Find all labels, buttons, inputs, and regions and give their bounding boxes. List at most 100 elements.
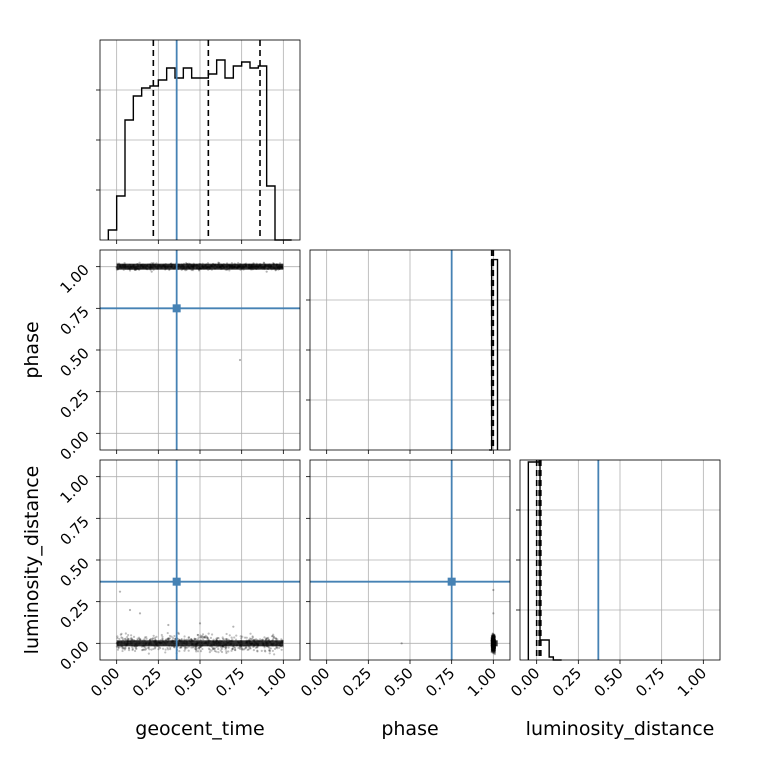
y-tick-label: 0.75 — [56, 302, 92, 338]
sample-point — [213, 647, 216, 650]
sample-point — [126, 638, 130, 641]
sample-point — [491, 638, 494, 641]
sample-point — [491, 635, 494, 638]
sample-point — [184, 648, 187, 651]
sample-point — [120, 632, 123, 635]
sample-point — [148, 648, 151, 651]
sample-point — [492, 633, 496, 636]
sample-point — [152, 634, 155, 637]
sample-point — [493, 638, 496, 641]
sample-point — [490, 650, 493, 653]
sample-point — [492, 638, 495, 641]
x-tick-label: 0.75 — [422, 664, 458, 700]
sample-point — [493, 634, 496, 637]
sample-point — [138, 261, 141, 264]
sample-point — [128, 269, 132, 272]
sample-point — [190, 638, 193, 641]
sample-point — [492, 647, 495, 650]
sample-point — [180, 638, 183, 641]
sample-point — [240, 646, 243, 649]
sample-point — [493, 649, 496, 652]
sample-point — [124, 632, 127, 635]
sample-point — [249, 646, 252, 650]
sample-point — [492, 637, 495, 640]
sample-point — [183, 638, 186, 641]
sample-point — [275, 646, 278, 649]
sample-point — [493, 646, 496, 649]
sample-point — [226, 638, 229, 641]
sample-point — [117, 646, 120, 649]
sample-point — [492, 637, 495, 640]
sample-point — [220, 650, 224, 654]
y-tick-label: 0.00 — [56, 427, 92, 463]
sample-point — [170, 635, 173, 638]
sample-point — [491, 648, 494, 651]
sample-point — [147, 646, 150, 649]
sample-point — [491, 646, 494, 649]
sample-point — [224, 646, 228, 650]
sample-point — [400, 642, 403, 645]
sample-point — [126, 635, 129, 639]
y-tick-label: 0.00 — [56, 637, 92, 673]
sample-point — [492, 649, 495, 652]
sample-point — [490, 637, 494, 641]
sample-point — [490, 649, 493, 652]
sample-point — [278, 646, 281, 649]
sample-point — [493, 651, 497, 654]
y-tick-label: 0.25 — [56, 386, 92, 422]
sample-point — [262, 261, 265, 264]
sample-point — [491, 646, 494, 649]
sample-point — [493, 646, 496, 650]
sample-point — [493, 649, 496, 652]
sample-point — [492, 638, 496, 641]
sample-point — [241, 635, 244, 638]
y-tick-label: 1.00 — [56, 261, 92, 297]
sample-point — [267, 636, 270, 639]
sample-point — [491, 637, 494, 640]
sample-point — [206, 636, 209, 639]
sample-point — [166, 646, 169, 650]
sample-point — [493, 645, 496, 649]
sample-point — [211, 647, 214, 651]
x-axis-label-luminosity_distance: luminosity_distance — [526, 718, 715, 740]
sample-point — [199, 636, 202, 639]
sample-point — [493, 634, 496, 637]
sample-point — [234, 638, 238, 641]
sample-point — [232, 625, 235, 628]
sample-point — [493, 646, 496, 650]
x-tick-label: 0.50 — [380, 664, 416, 700]
sample-point — [234, 646, 237, 649]
sample-point — [195, 650, 198, 653]
sample-point — [245, 636, 248, 639]
sample-point — [217, 651, 220, 654]
sample-point — [491, 649, 495, 652]
sample-point — [493, 636, 496, 639]
sample-point — [491, 647, 494, 650]
sample-point — [493, 652, 496, 655]
sample-point — [199, 645, 202, 649]
sample-point — [179, 646, 183, 649]
sample-point — [158, 645, 161, 649]
sample-point — [263, 646, 266, 649]
sample-point — [493, 646, 496, 650]
sample-point — [491, 635, 494, 638]
sample-point — [123, 261, 126, 265]
sample-point — [185, 261, 188, 265]
sample-point — [490, 650, 494, 653]
sample-point — [492, 645, 495, 649]
sample-point — [492, 636, 495, 639]
sample-point — [492, 646, 495, 649]
sample-point — [491, 636, 494, 639]
sample-point — [492, 648, 496, 651]
sample-point — [151, 637, 154, 640]
sample-point — [491, 637, 494, 640]
sample-point — [490, 646, 493, 649]
sample-point — [152, 647, 155, 651]
sample-point — [215, 645, 218, 649]
sample-point — [161, 637, 164, 640]
sample-point — [491, 646, 494, 649]
sample-point — [493, 646, 496, 649]
sample-point — [493, 649, 496, 652]
sample-point — [492, 636, 495, 640]
sample-point — [167, 623, 170, 627]
